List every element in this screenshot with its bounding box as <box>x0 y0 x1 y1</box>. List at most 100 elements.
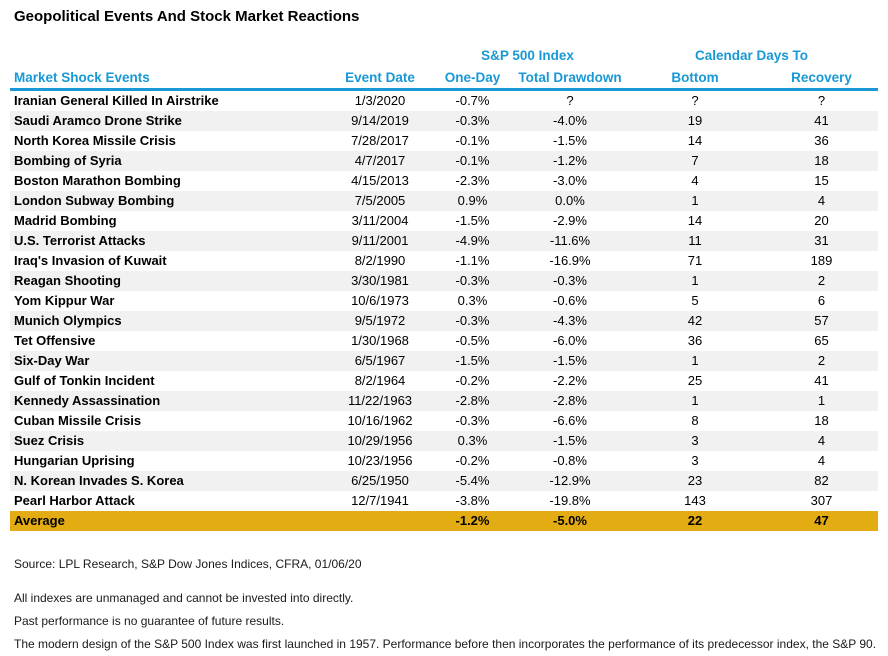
event-name-cell: Iranian General Killed In Airstrike <box>14 93 219 108</box>
one-day-cell: -0.3% <box>455 113 490 128</box>
days-to-recovery-cell: 18 <box>814 153 829 168</box>
table-row: Iraq's Invasion of Kuwait 8/2/1990 -1.1% -1… <box>10 251 878 271</box>
total-drawdown-cell: -6.0% <box>553 333 587 348</box>
one-day-cell: -0.1% <box>455 153 490 168</box>
event-date-cell: 6/25/1950 <box>351 473 409 488</box>
event-name-cell: Iraq's Invasion of Kuwait <box>14 253 167 268</box>
days-to-bottom-cell: ? <box>691 93 699 108</box>
days-to-bottom-cell: 1 <box>691 193 699 208</box>
days-to-recovery-cell: ? <box>817 93 826 108</box>
average-bottom-cell: 22 <box>625 511 765 531</box>
column-header-recovery: Recovery <box>765 67 879 91</box>
days-to-recovery-cell: 2 <box>817 353 826 368</box>
total-drawdown-cell: -4.3% <box>553 313 587 328</box>
column-header-event-date: Event Date <box>330 67 430 91</box>
event-name-cell: N. Korean Invades S. Korea <box>14 473 184 488</box>
days-to-recovery-cell: 20 <box>814 213 829 228</box>
event-date-cell: 8/2/1964 <box>354 373 406 388</box>
column-header-row: Market Shock Events Event Date One-Day T… <box>10 67 879 91</box>
event-date-cell: 10/6/1973 <box>351 293 409 308</box>
days-to-bottom-cell: 8 <box>691 413 699 428</box>
days-to-recovery-cell: 4 <box>817 193 826 208</box>
days-to-bottom-cell: 23 <box>687 473 703 488</box>
group-header-row: S&P 500 Index Calendar Days To <box>10 44 878 67</box>
column-header-market-shock-events: Market Shock Events <box>10 67 330 91</box>
total-drawdown-cell: -1.5% <box>553 353 587 368</box>
event-name-cell: London Subway Bombing <box>14 193 175 208</box>
one-day-cell: -5.4% <box>455 473 490 488</box>
average-recovery-cell: 47 <box>765 511 879 531</box>
total-drawdown-cell: -12.9% <box>549 473 591 488</box>
days-to-recovery-cell: 65 <box>814 333 829 348</box>
table-row: Saudi Aramco Drone Strike 9/14/2019 -0.3% -… <box>10 111 879 131</box>
total-drawdown-cell: -2.9% <box>553 213 587 228</box>
event-name-cell: Cuban Missile Crisis <box>14 413 142 428</box>
one-day-cell: -1.1% <box>455 253 490 268</box>
days-to-recovery-cell: 41 <box>814 113 829 128</box>
event-date-cell: 10/16/1962 <box>347 413 413 428</box>
event-date-cell: 7/28/2017 <box>351 133 409 148</box>
days-to-bottom-cell: 1 <box>691 353 699 368</box>
event-name-cell: Bombing of Syria <box>14 153 122 168</box>
event-date-cell: 10/29/1956 <box>347 433 413 448</box>
event-name-cell: Tet Offensive <box>14 333 96 348</box>
table-row: North Korea Missile Crisis 7/28/2017 -0.1%… <box>10 131 878 151</box>
event-date-cell: 1/3/2020 <box>354 93 406 108</box>
total-drawdown-cell: -0.3% <box>553 273 587 288</box>
table-row: Gulf of Tonkin Incident 8/2/1964 -0.2% -2.2… <box>10 371 878 391</box>
one-day-cell: -0.2% <box>455 373 490 388</box>
days-to-bottom-cell: 5 <box>691 293 699 308</box>
table-row: Munich Olympics 9/5/1972 -0.3% -4.3% 42 57 <box>10 311 879 331</box>
total-drawdown-cell: -0.6% <box>553 293 587 308</box>
event-date-cell: 12/7/1941 <box>351 493 409 508</box>
days-to-recovery-cell: 36 <box>814 133 829 148</box>
table-row: Madrid Bombing 3/11/2004 -1.5% -2.9% 14 20 <box>10 211 878 231</box>
event-name-cell: Six-Day War <box>14 353 90 368</box>
column-header-one-day: One-Day <box>430 67 515 91</box>
group-header-sp500: S&P 500 Index <box>481 48 574 63</box>
average-one-day-cell: -1.2% <box>430 511 515 531</box>
one-day-cell: -2.8% <box>455 393 490 408</box>
one-day-cell: -0.5% <box>455 333 490 348</box>
event-name-cell: Madrid Bombing <box>14 213 117 228</box>
footnote-past-performance: Past performance is no guarantee of futu… <box>14 614 285 628</box>
total-drawdown-cell: -19.8% <box>549 493 591 508</box>
one-day-cell: -4.9% <box>455 233 490 248</box>
group-header-spacer <box>10 44 430 67</box>
event-name-cell: Kennedy Assassination <box>14 393 161 408</box>
footnote-sp500-history: The modern design of the S&P 500 Index w… <box>14 637 877 651</box>
days-to-bottom-cell: 7 <box>691 153 699 168</box>
one-day-cell: 0.3% <box>457 433 488 448</box>
table-row: Yom Kippur War 10/6/1973 0.3% -0.6% 5 6 <box>10 291 878 311</box>
event-date-cell: 10/23/1956 <box>347 453 413 468</box>
event-date-cell: 6/5/1967 <box>354 353 406 368</box>
days-to-recovery-cell: 307 <box>810 493 833 508</box>
table-row: Kennedy Assassination 11/22/1963 -2.8% -2.8… <box>10 391 879 411</box>
days-to-recovery-cell: 6 <box>817 293 826 308</box>
one-day-cell: -0.3% <box>455 313 490 328</box>
event-name-cell: Pearl Harbor Attack <box>14 493 135 508</box>
table-row: Hungarian Uprising 10/23/1956 -0.2% -0.8% 3 4 <box>10 451 878 471</box>
event-name-cell: Saudi Aramco Drone Strike <box>14 113 182 128</box>
days-to-bottom-cell: 14 <box>687 133 703 148</box>
table-row: U.S. Terrorist Attacks 9/11/2001 -4.9% -11.… <box>10 231 879 251</box>
source-line: Source: LPL Research, S&P Dow Jones Indi… <box>14 557 362 571</box>
table-row: Bombing of Syria 4/7/2017 -0.1% -1.2% 7 18 <box>10 151 879 171</box>
average-row: Average -1.2% -5.0% 22 47 <box>10 511 879 531</box>
one-day-cell: -1.5% <box>455 353 490 368</box>
footnote-indexes: All indexes are unmanaged and cannot be … <box>14 591 354 605</box>
days-to-recovery-cell: 189 <box>810 253 833 268</box>
group-header-calendar-days: Calendar Days To <box>694 48 809 63</box>
total-drawdown-cell: -1.5% <box>553 433 587 448</box>
days-to-bottom-cell: 143 <box>684 493 706 508</box>
table-row: Boston Marathon Bombing 4/15/2013 -2.3% -3.… <box>10 171 878 191</box>
days-to-recovery-cell: 2 <box>817 273 826 288</box>
event-date-cell: 3/30/1981 <box>351 273 409 288</box>
one-day-cell: -1.5% <box>455 213 490 228</box>
days-to-bottom-cell: 71 <box>687 253 703 268</box>
market-shock-table: S&P 500 Index Calendar Days To Market Sh… <box>10 44 879 531</box>
table-row: Six-Day War 6/5/1967 -1.5% -1.5% 1 2 <box>10 351 879 371</box>
total-drawdown-cell: 0.0% <box>555 193 585 208</box>
days-to-bottom-cell: 19 <box>687 113 703 128</box>
